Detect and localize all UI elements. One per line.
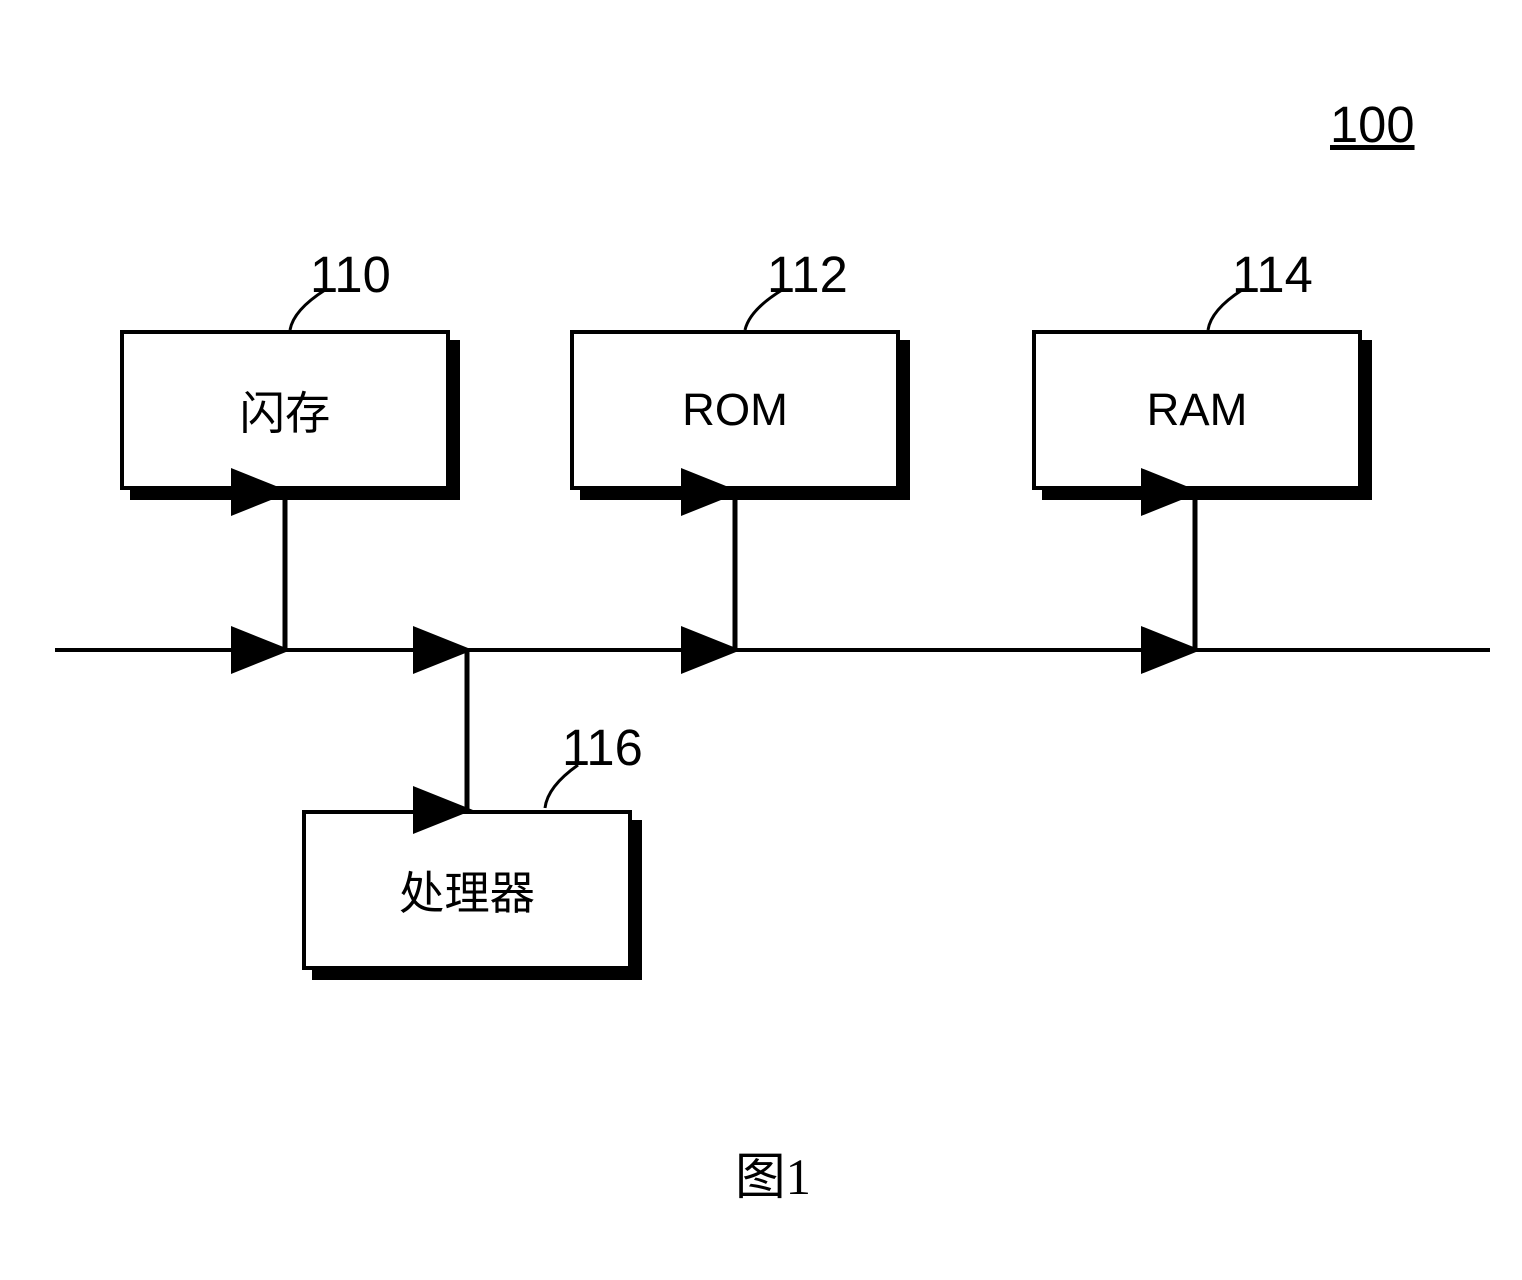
ram-box: RAM <box>1032 330 1362 490</box>
rom-box: ROM <box>570 330 900 490</box>
ram-label: RAM <box>1147 384 1248 436</box>
flash-box: 闪存 <box>120 330 450 490</box>
flash-ref: 110 <box>310 245 391 304</box>
cpu-ref: 116 <box>562 718 643 777</box>
rom-label: ROM <box>682 384 788 436</box>
cpu-box: 处理器 <box>302 810 632 970</box>
flash-label: 闪存 <box>240 377 331 443</box>
cpu-label: 处理器 <box>399 857 535 923</box>
block-diagram: 100 闪存 110 ROM 112 RAM 114 处理器 116 图1 <box>0 0 1522 1280</box>
connections-overlay <box>0 0 1522 1280</box>
figure-number: 100 <box>1330 95 1415 154</box>
ram-ref: 114 <box>1232 245 1313 304</box>
figure-caption: 图1 <box>735 1135 811 1209</box>
rom-ref: 112 <box>767 245 848 304</box>
